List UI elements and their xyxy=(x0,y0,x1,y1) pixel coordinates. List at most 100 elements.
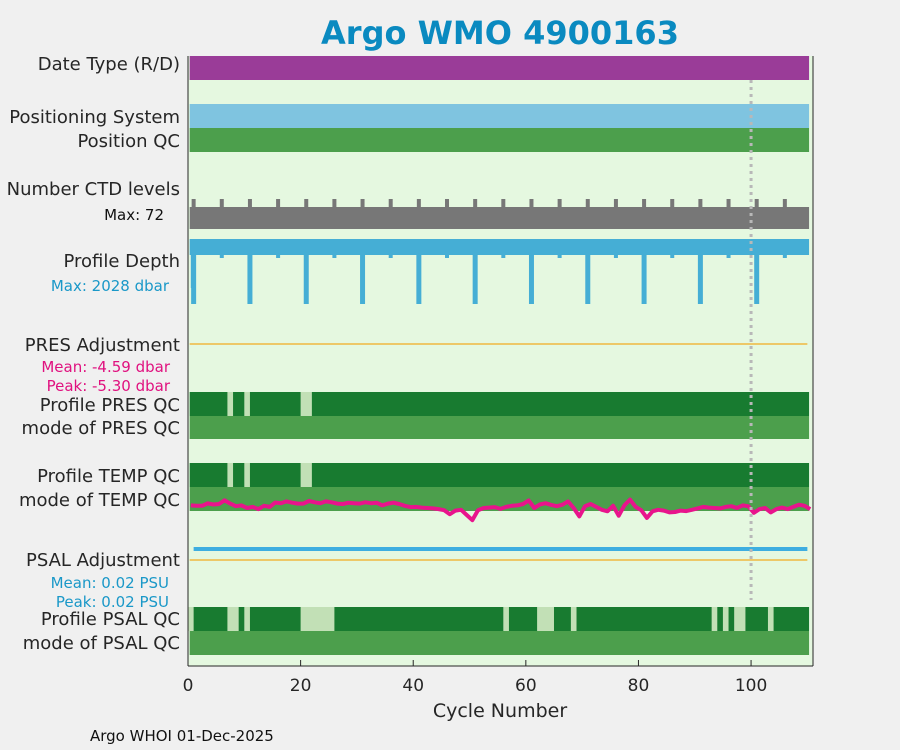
psal-qc-light-8 xyxy=(723,607,729,631)
ctd-spike-8 xyxy=(417,199,421,209)
profile-depth-bar xyxy=(190,239,809,255)
ctd-spike-4 xyxy=(304,199,308,209)
mid-profile-6 xyxy=(558,254,562,258)
deep-profile-5 xyxy=(473,254,478,304)
deep-profile-9 xyxy=(698,254,703,304)
psal-qc-light-7 xyxy=(712,607,718,631)
ctd-max-label: Max: 72 xyxy=(104,206,164,224)
x-tick-label-5: 100 xyxy=(735,676,767,696)
ctd-spike-9 xyxy=(445,199,449,209)
ctd-spike-0 xyxy=(192,199,196,209)
pres-peak-label: Peak: -5.30 dbar xyxy=(47,377,171,395)
deep-profile-1 xyxy=(247,254,252,304)
x-axis-label: Cycle Number xyxy=(433,700,567,722)
ctd-spike-1 xyxy=(220,199,224,209)
psal-qc-light-5 xyxy=(537,607,554,631)
deep-profile-8 xyxy=(642,254,647,304)
psal-qc-light-0 xyxy=(188,607,194,631)
footer-credit: Argo WHOI 01-Dec-2025 xyxy=(90,727,274,745)
mid-profile-3 xyxy=(389,254,393,258)
ctd-spike-3 xyxy=(276,199,280,209)
mode-psal-qc-bar xyxy=(190,631,809,655)
ctd-spike-11 xyxy=(501,199,505,209)
temp-qc-light-2 xyxy=(301,463,312,487)
label-profile-psal-qc: Profile PSAL QC xyxy=(41,609,180,630)
temp-qc-light-1 xyxy=(244,463,250,487)
mode-pres-qc-bar xyxy=(190,416,809,439)
label-profile-pres-qc: Profile PRES QC xyxy=(40,395,180,416)
chart-title: Argo WMO 4900163 xyxy=(321,14,679,52)
pres-qc-light-1 xyxy=(244,392,250,416)
mid-profile-4 xyxy=(445,254,449,258)
deep-profile-7 xyxy=(585,254,590,304)
positioning-system-bar xyxy=(190,104,809,128)
profile-temp-qc-bar xyxy=(190,463,809,487)
ctd-spike-12 xyxy=(529,199,533,209)
ctd-spike-14 xyxy=(586,199,590,209)
ctd-spike-13 xyxy=(558,199,562,209)
ctd-spike-10 xyxy=(473,199,477,209)
mid-profile-0 xyxy=(220,254,224,258)
deep-profile-10 xyxy=(754,254,759,304)
pres-mean-label: Mean: -4.59 dbar xyxy=(41,358,171,376)
mid-profile-8 xyxy=(670,254,674,258)
label-mode-psal-qc: mode of PSAL QC xyxy=(23,633,180,654)
row-labels: Date Type (R/D) Positioning System Positio… xyxy=(7,54,180,654)
label-mode-pres-qc: mode of PRES QC xyxy=(22,418,180,439)
psal-qc-light-9 xyxy=(734,607,745,631)
ctd-spike-19 xyxy=(727,199,731,209)
label-pres-adjustment: PRES Adjustment xyxy=(25,335,180,356)
psal-qc-light-2 xyxy=(244,607,250,631)
ctd-levels-bar xyxy=(190,207,809,229)
deep-profile-6 xyxy=(529,254,534,304)
date-type-bar xyxy=(190,56,809,80)
label-psal-adjustment: PSAL Adjustment xyxy=(26,550,180,571)
x-tick-label-1: 20 xyxy=(290,676,312,696)
first-profile-depth xyxy=(191,254,196,288)
ctd-spike-5 xyxy=(332,199,336,209)
temp-qc-light-0 xyxy=(227,463,233,487)
label-date-type: Date Type (R/D) xyxy=(38,54,180,75)
ctd-spike-16 xyxy=(642,199,646,209)
label-profile-temp-qc: Profile TEMP QC xyxy=(37,466,180,487)
psal-qc-light-3 xyxy=(301,607,335,631)
deep-profile-2 xyxy=(304,254,309,304)
mid-profile-5 xyxy=(501,254,505,258)
pres-qc-light-2 xyxy=(301,392,312,416)
ctd-spike-7 xyxy=(389,199,393,209)
psal-qc-light-6 xyxy=(571,607,577,631)
position-qc-bar xyxy=(190,128,809,152)
mid-profile-7 xyxy=(614,254,618,258)
deep-profile-4 xyxy=(416,254,421,304)
x-tick-label-0: 0 xyxy=(183,676,194,696)
ctd-spike-6 xyxy=(361,199,365,209)
psal-qc-light-10 xyxy=(768,607,774,631)
label-mode-temp-qc: mode of TEMP QC xyxy=(19,490,180,511)
ctd-spike-18 xyxy=(698,199,702,209)
mid-profile-2 xyxy=(332,254,336,258)
psal-mean-label: Mean: 0.02 PSU xyxy=(51,574,169,592)
ctd-spike-20 xyxy=(755,199,759,209)
psal-qc-light-4 xyxy=(503,607,509,631)
ctd-spike-17 xyxy=(670,199,674,209)
label-ctd-levels: Number CTD levels xyxy=(7,179,180,200)
plot-area xyxy=(188,56,813,666)
ctd-spike-15 xyxy=(614,199,618,209)
depth-max-label: Max: 2028 dbar xyxy=(51,277,170,295)
deep-profile-3 xyxy=(360,254,365,304)
profile-pres-qc-bar xyxy=(190,392,809,416)
psal-peak-label: Peak: 0.02 PSU xyxy=(56,593,169,611)
x-tick-label-2: 40 xyxy=(402,676,424,696)
ctd-spike-2 xyxy=(248,199,252,209)
x-tick-label-3: 60 xyxy=(515,676,537,696)
x-tick-label-4: 80 xyxy=(628,676,650,696)
label-position-qc: Position QC xyxy=(77,131,180,152)
mid-profile-1 xyxy=(276,254,280,258)
pres-qc-light-0 xyxy=(227,392,233,416)
psal-qc-light-1 xyxy=(227,607,238,631)
label-positioning-system: Positioning System xyxy=(9,107,180,128)
mid-profile-9 xyxy=(727,254,731,258)
mid-profile-10 xyxy=(783,254,787,258)
label-profile-depth: Profile Depth xyxy=(63,251,180,272)
